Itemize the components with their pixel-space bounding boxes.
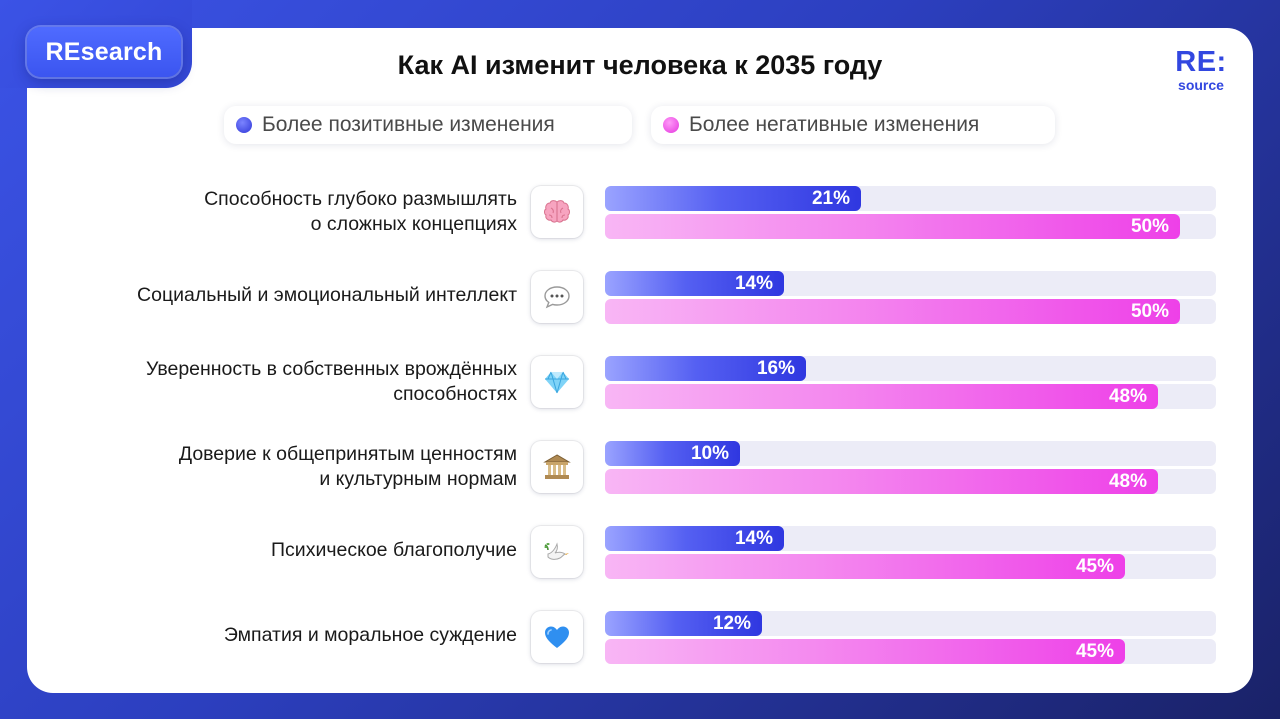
data-label: 45% bbox=[1075, 640, 1114, 662]
legend-label-positive: Более позитивные изменения bbox=[262, 113, 555, 136]
chart-title: Как AI изменит человека к 2035 году bbox=[397, 50, 883, 80]
legend-item-positive: Более позитивные изменения bbox=[224, 106, 632, 144]
data-label: 14% bbox=[734, 527, 773, 549]
positive-bar: 10% bbox=[605, 441, 740, 466]
negative-bar: 50% bbox=[605, 299, 1180, 324]
data-label: 16% bbox=[756, 357, 795, 379]
negative-bar: 48% bbox=[605, 384, 1158, 409]
positive-bar: 14% bbox=[605, 271, 784, 296]
data-label: 10% bbox=[690, 442, 729, 464]
category-label: Способность глубоко размышлять о сложных… bbox=[204, 188, 517, 235]
blue-heart-icon bbox=[531, 611, 583, 663]
data-label: 12% bbox=[712, 612, 751, 634]
category-label: Доверие к общепринятым ценностям и культ… bbox=[178, 443, 517, 490]
negative-bar: 48% bbox=[605, 469, 1158, 494]
logo-top: RE: bbox=[1175, 46, 1227, 78]
legend-item-negative: Более негативные изменения bbox=[651, 106, 1055, 144]
data-label: 48% bbox=[1108, 470, 1147, 492]
category-label: Социальный и эмоциональный интеллект bbox=[137, 284, 517, 306]
gem-icon bbox=[531, 356, 583, 408]
negative-bar: 50% bbox=[605, 214, 1180, 239]
data-label: 50% bbox=[1130, 300, 1169, 322]
legend-dot-negative bbox=[663, 117, 679, 133]
positive-bar: 14% bbox=[605, 526, 784, 551]
classical-building-icon bbox=[531, 441, 583, 493]
data-label: 21% bbox=[811, 187, 850, 209]
category-label: Уверенность в собственных врождённых спо… bbox=[146, 358, 517, 405]
positive-bar: 21% bbox=[605, 186, 861, 211]
data-label: 45% bbox=[1075, 555, 1114, 577]
dove-icon bbox=[531, 526, 583, 578]
logo-bottom: source bbox=[1178, 77, 1224, 93]
speech-bubble-icon bbox=[531, 271, 583, 323]
legend-dot-positive bbox=[236, 117, 252, 133]
positive-bar: 12% bbox=[605, 611, 762, 636]
data-label: 14% bbox=[734, 272, 773, 294]
legend-label-negative: Более негативные изменения bbox=[689, 113, 980, 136]
brand-badge: REsearch bbox=[27, 27, 181, 77]
category-label: Психическое благополучие bbox=[271, 539, 517, 561]
positive-bar: 16% bbox=[605, 356, 806, 381]
negative-bar: 45% bbox=[605, 554, 1125, 579]
source-logo: RE: source bbox=[1165, 46, 1237, 93]
category-label: Эмпатия и моральное суждение bbox=[223, 624, 517, 646]
data-label: 50% bbox=[1130, 215, 1169, 237]
negative-bar: 45% bbox=[605, 639, 1125, 664]
data-label: 48% bbox=[1108, 385, 1147, 407]
brain-icon bbox=[531, 186, 583, 238]
